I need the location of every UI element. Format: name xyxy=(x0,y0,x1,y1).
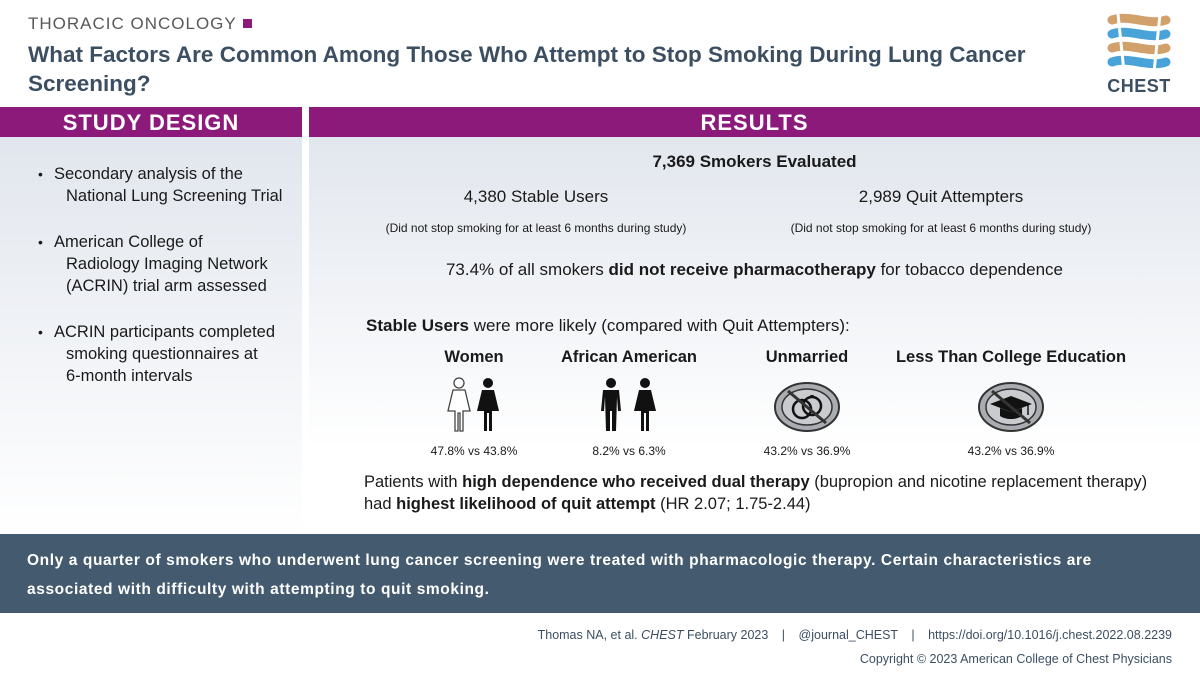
statement-bold: high dependence who received dual therap… xyxy=(462,473,810,491)
more-likely-statement: Stable Users were more likely (compared … xyxy=(366,316,850,336)
list-item-line: Radiology Imaging Network xyxy=(66,255,268,273)
topic-label: THORACIC ONCOLOGY xyxy=(28,14,252,34)
study-design-panel: STUDY DESIGN Secondary analysis of the N… xyxy=(0,107,302,534)
page-title: What Factors Are Common Among Those Who … xyxy=(28,42,1026,96)
chest-logo: CHEST xyxy=(1104,12,1174,98)
citation-date: February 2023 xyxy=(687,628,769,642)
header: THORACIC ONCOLOGY What Factors Are Commo… xyxy=(0,0,1200,106)
factor-unmarried: Unmarried 43.2% vs 36.9% xyxy=(737,348,877,458)
no-rings-icon xyxy=(737,377,877,433)
doi-link[interactable]: https://doi.org/10.1016/j.chest.2022.08.… xyxy=(928,628,1172,642)
results-heading: RESULTS xyxy=(309,107,1200,137)
factor-education: Less Than College Education 43.2% vs 36.… xyxy=(893,348,1129,458)
factor-african-american: African American 8.2% vs 6.3% xyxy=(549,348,709,458)
topic-square-icon xyxy=(242,19,252,28)
statement-bold: highest likelihood of quit attempt xyxy=(396,495,656,513)
factor-value: 43.2% vs 36.9% xyxy=(763,444,851,458)
list-item: ACRIN participants completed smoking que… xyxy=(38,321,300,387)
male-female-figures-icon xyxy=(549,377,709,433)
group-title: 4,380 Stable Users xyxy=(463,187,609,206)
list-item-line: 6-month intervals xyxy=(66,367,193,385)
factor-name: Less Than College Education xyxy=(895,348,1127,366)
dual-therapy-statement: Patients with high dependence who receiv… xyxy=(364,471,1164,515)
group-note: (Did not stop smoking for at least 6 mon… xyxy=(790,221,1092,235)
separator: | xyxy=(911,628,915,642)
statement-text: for tobacco dependence xyxy=(875,260,1064,279)
factor-women: Women 47.8% vs 43.8% xyxy=(409,348,539,458)
citation-journal: CHEST xyxy=(641,628,684,642)
copyright: Copyright © 2023 American College of Che… xyxy=(859,652,1172,666)
group-title: 2,989 Quit Attempters xyxy=(858,187,1024,206)
study-design-list: Secondary analysis of the National Lung … xyxy=(0,137,302,387)
list-item-line: National Lung Screening Trial xyxy=(66,187,283,205)
statement-text: (HR 2.07; 1.75-2.44) xyxy=(655,495,811,513)
factor-value: 47.8% vs 43.8% xyxy=(430,444,518,458)
smokers-evaluated: 7,369 Smokers Evaluated xyxy=(652,152,857,171)
group-note: (Did not stop smoking for at least 6 mon… xyxy=(385,221,687,235)
statement-text: (bupropion and nicotine replacement ther… xyxy=(364,473,1148,513)
study-design-heading: STUDY DESIGN xyxy=(0,107,302,137)
female-figures-icon xyxy=(409,377,539,433)
twitter-handle[interactable]: @journal_CHEST xyxy=(798,628,898,642)
list-item-line: smoking questionnaires at xyxy=(66,345,258,363)
quit-attempters-group: 2,989 Quit Attempters (Did not stop smok… xyxy=(761,187,1121,235)
list-item-line: American College of xyxy=(54,233,203,251)
statement-text: were more likely (compared with Quit Att… xyxy=(469,316,850,335)
statement-bold: Stable Users xyxy=(366,316,469,335)
list-item-line: Secondary analysis of the xyxy=(54,165,243,183)
factor-value: 8.2% vs 6.3% xyxy=(592,444,666,458)
footer: Thomas NA, et al. CHEST February 2023 | … xyxy=(538,623,1172,671)
pharmacotherapy-statement: 73.4% of all smokers did not receive pha… xyxy=(309,260,1200,280)
factor-name: Unmarried xyxy=(765,348,849,366)
stable-users-group: 4,380 Stable Users (Did not stop smoking… xyxy=(356,187,716,235)
conclusion-band: Only a quarter of smokers who underwent … xyxy=(0,534,1200,613)
results-panel: RESULTS 7,369 Smokers Evaluated 4,380 St… xyxy=(309,107,1200,534)
logo-text: CHEST xyxy=(1107,76,1171,96)
separator: | xyxy=(781,628,786,642)
statement-text: Patients with xyxy=(364,473,463,491)
factor-name: African American xyxy=(560,348,698,366)
citation-line: Thomas NA, et al. CHEST February 2023 | … xyxy=(538,623,1172,647)
list-item: Secondary analysis of the National Lung … xyxy=(38,163,300,207)
citation-authors: Thomas NA, et al. xyxy=(537,628,638,642)
chest-logo-icon xyxy=(1107,13,1171,73)
statement-bold: did not receive pharmacotherapy xyxy=(608,260,876,279)
no-graduation-cap-icon xyxy=(893,377,1129,433)
list-item-line: ACRIN participants completed xyxy=(54,323,276,341)
list-item: American College of Radiology Imaging Ne… xyxy=(38,231,300,297)
factor-value: 43.2% vs 36.9% xyxy=(967,444,1055,458)
statement-text: 73.4% of all smokers xyxy=(445,260,609,279)
list-item-line: (ACRIN) trial arm assessed xyxy=(66,277,267,295)
factor-name: Women xyxy=(444,348,504,366)
